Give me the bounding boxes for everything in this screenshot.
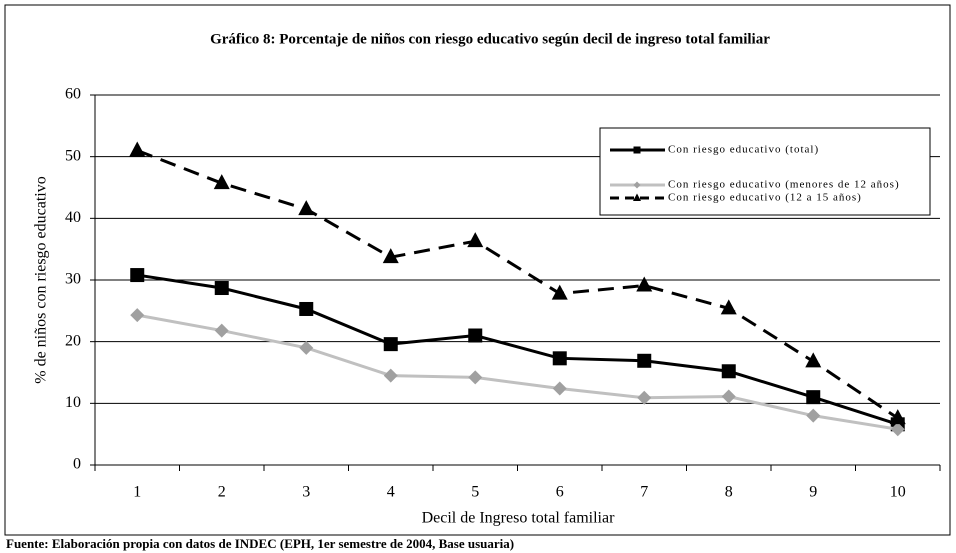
marker-triangle xyxy=(636,276,653,292)
marker-triangle xyxy=(805,352,822,368)
x-tick-label: 9 xyxy=(809,484,817,501)
marker-triangle xyxy=(720,299,737,315)
x-tick-label: 7 xyxy=(640,484,648,501)
source-note: Fuente: Elaboración propia con datos de … xyxy=(6,536,514,551)
y-tick-label: 50 xyxy=(65,147,81,164)
marker-square xyxy=(299,301,314,316)
y-tick-label: 0 xyxy=(73,456,81,473)
marker-square xyxy=(721,364,736,379)
marker-square xyxy=(214,281,229,296)
legend-label: Con riesgo educativo (menores de 12 años… xyxy=(668,179,900,191)
marker-diamond xyxy=(633,181,641,189)
legend-box xyxy=(599,127,931,216)
marker-diamond xyxy=(383,368,398,383)
marker-diamond xyxy=(214,323,229,338)
marker-diamond xyxy=(637,390,652,405)
marker-triangle xyxy=(889,409,906,425)
marker-diamond xyxy=(721,389,736,404)
marker-triangle xyxy=(382,248,399,264)
series-line xyxy=(137,273,899,426)
marker-triangle xyxy=(551,284,568,300)
marker-triangle xyxy=(129,141,146,157)
series-line xyxy=(136,149,899,420)
marker-diamond xyxy=(299,340,314,355)
x-tick-label: 10 xyxy=(890,484,906,501)
x-tick-label: 4 xyxy=(387,484,395,501)
series-line xyxy=(136,313,898,431)
chart-title: Gráfico 8: Porcentaje de niños con riesg… xyxy=(210,31,770,47)
marker-triangle xyxy=(298,200,315,216)
x-tick-label: 3 xyxy=(302,484,310,501)
marker-square xyxy=(468,328,483,343)
marker-diamond xyxy=(130,308,145,323)
x-tick-label: 2 xyxy=(218,484,226,501)
marker-triangle xyxy=(633,193,641,201)
x-tick-label: 1 xyxy=(133,484,141,501)
marker-diamond xyxy=(468,370,483,385)
legend-label: Con riesgo educativo (total) xyxy=(668,144,819,156)
marker-diamond xyxy=(890,422,905,437)
marker-diamond xyxy=(806,408,821,423)
chart-frame xyxy=(4,4,951,536)
marker-triangle xyxy=(213,174,230,190)
marker-square xyxy=(633,146,641,154)
y-tick-label: 30 xyxy=(65,271,81,288)
y-tick-label: 60 xyxy=(65,86,81,103)
y-tick-label: 10 xyxy=(65,394,81,411)
marker-diamond xyxy=(552,381,567,396)
y-tick-label: 40 xyxy=(65,209,81,226)
marker-square xyxy=(806,390,821,405)
y-axis-label: % de niños con riesgo educativo xyxy=(33,176,50,384)
marker-square xyxy=(383,337,398,352)
x-axis-label: Decil de Ingreso total familiar xyxy=(422,510,615,527)
marker-square xyxy=(130,268,145,283)
x-tick-label: 5 xyxy=(471,484,479,501)
legend-label: Con riesgo educativo (12 a 15 años) xyxy=(668,192,862,204)
marker-triangle xyxy=(467,232,484,248)
y-tick-label: 20 xyxy=(65,332,81,349)
marker-square xyxy=(637,353,652,368)
marker-square xyxy=(552,351,567,366)
x-tick-label: 8 xyxy=(725,484,733,501)
x-tick-label: 6 xyxy=(556,484,564,501)
